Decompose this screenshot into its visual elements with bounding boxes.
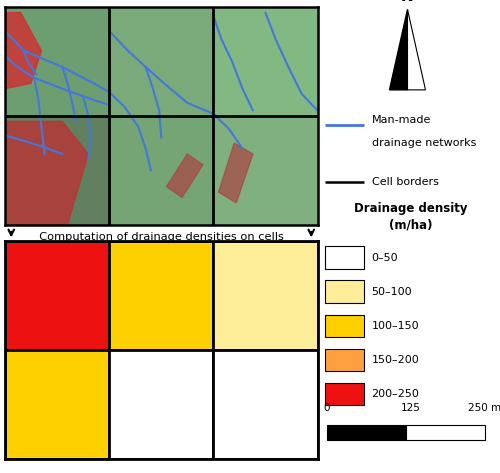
Text: 250 m: 250 m [468,403,500,413]
Polygon shape [166,154,203,198]
Bar [214,7,318,116]
Bar [324,349,364,371]
Polygon shape [5,121,88,225]
Bar [109,350,214,459]
Polygon shape [218,143,253,203]
Bar [324,383,364,405]
Bar [324,246,364,269]
Polygon shape [390,9,407,90]
Polygon shape [408,9,426,90]
Bar [5,350,109,459]
Text: N: N [401,0,414,4]
Text: drainage networks: drainage networks [372,138,476,148]
Bar [326,425,406,440]
Bar [5,116,109,225]
Text: (m/ha): (m/ha) [390,219,433,232]
Polygon shape [5,12,42,89]
Text: 0: 0 [323,403,330,413]
Text: Computation of drainage densities on cells: Computation of drainage densities on cel… [32,232,291,243]
Bar [406,425,485,440]
Text: 200–250: 200–250 [372,389,420,399]
Bar [214,116,318,225]
Bar [109,116,214,225]
Bar [109,241,214,350]
Bar [324,280,364,303]
Text: 50–100: 50–100 [372,287,412,297]
Text: 100–150: 100–150 [372,321,419,331]
Bar [109,7,214,116]
Text: 0–50: 0–50 [372,253,398,263]
Bar [214,350,318,459]
Bar [5,241,109,350]
Text: Man-made: Man-made [372,115,431,125]
Text: Cell borders: Cell borders [372,177,438,187]
Bar [5,7,109,116]
Bar [324,315,364,337]
Text: 125: 125 [401,403,421,413]
Bar [214,241,318,350]
Text: Drainage density: Drainage density [354,202,468,215]
Text: 150–200: 150–200 [372,355,419,365]
